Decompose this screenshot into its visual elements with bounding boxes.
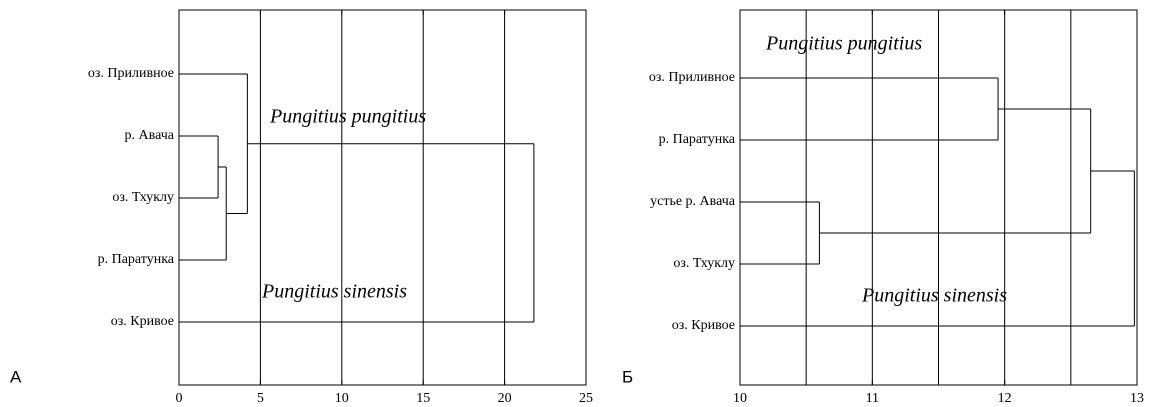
leaf-label: оз. Тхуклу: [673, 256, 735, 271]
leaf-label: оз. Кривое: [672, 318, 735, 333]
plot-frame: [179, 10, 586, 385]
x-tick-label: 0: [176, 391, 183, 406]
x-tick-label: 15: [416, 391, 430, 406]
annotation: Pungitius pungitius: [765, 33, 922, 55]
x-tick-label: 20: [498, 391, 512, 406]
panel-label: А: [10, 367, 22, 386]
x-tick-label: 10: [733, 391, 747, 406]
annotation: Pungitius sinensis: [261, 281, 407, 303]
x-tick-label: 11: [866, 391, 879, 406]
x-tick-label: 10: [335, 391, 349, 406]
annotation: Pungitius sinensis: [861, 285, 1007, 307]
leaf-label: оз. Тхуклу: [112, 190, 174, 205]
leaf-label: оз. Кривое: [111, 314, 174, 329]
x-tick-label: 13: [1130, 391, 1144, 406]
leaf-label: оз. Приливное: [649, 70, 735, 85]
x-tick-label: 25: [579, 391, 593, 406]
x-tick-label: 5: [257, 391, 264, 406]
figure: А Pungitius pungitius Pungitius sinensis…: [0, 0, 1151, 407]
leaf-label: р. Паратунка: [659, 132, 736, 147]
leaf-label: устье р. Авача: [650, 194, 736, 209]
leaf-label: р. Паратунка: [98, 252, 175, 267]
leaf-label: р. Авача: [125, 128, 175, 143]
annotation: Pungitius pungitius: [269, 106, 426, 128]
x-tick-label: 12: [998, 391, 1012, 406]
panel-label: Б: [622, 367, 633, 386]
leaf-label: оз. Приливное: [88, 66, 174, 81]
